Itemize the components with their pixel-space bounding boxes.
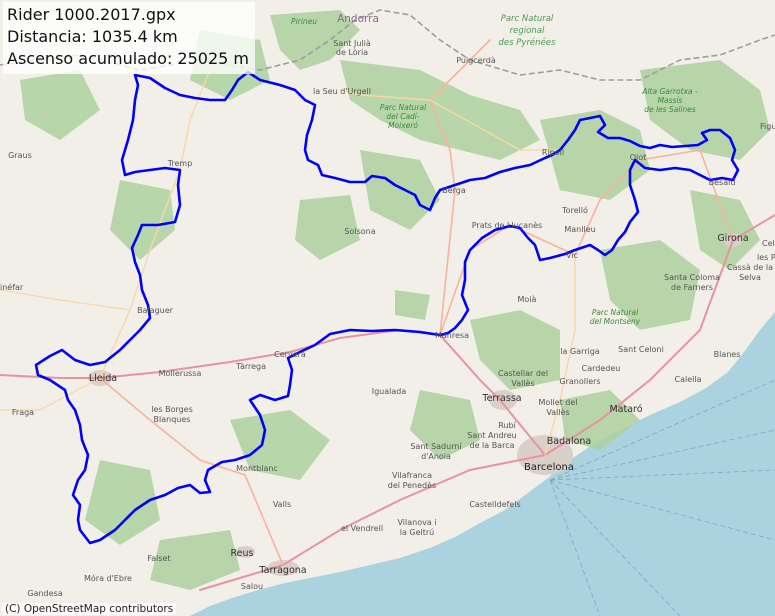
label-fraga: Fraga	[12, 408, 34, 417]
label-prats: Prats de Lluçanès	[472, 220, 542, 230]
route-distance: Distancia: 1035.4 km	[7, 27, 178, 46]
label-garrotxa-1: Alta Garrotxa -	[641, 87, 698, 96]
label-lleida: Lleida	[89, 373, 117, 384]
map-labels: Andorra Pirineu Parc Natural regional de…	[0, 13, 775, 598]
label-tremp: Tremp	[167, 159, 193, 168]
label-region-3: des Pyrénées	[499, 37, 556, 48]
label-cardedeu: Cardedeu	[582, 364, 621, 373]
label-montseny-2: del Montseny	[590, 317, 641, 326]
label-vic: Vic	[566, 251, 578, 260]
label-vilafranca-2: del Penedès	[388, 480, 436, 490]
label-cassa-2: Selva	[739, 273, 761, 282]
label-montblanc: Montblanc	[236, 464, 278, 473]
label-calella: Calella	[675, 375, 702, 384]
label-cadi-2: del Cadí-	[386, 112, 420, 121]
map-attribution: (C) OpenStreetMap contributors	[2, 603, 177, 615]
label-tarrega: Tàrrega	[235, 362, 266, 371]
label-salou: Salou	[241, 582, 263, 591]
label-cervera: Cervera	[274, 350, 306, 359]
label-vendrell: el Vendrell	[341, 524, 383, 533]
label-balaguer: Balaguer	[137, 306, 174, 315]
label-region-1: Parc Natural	[501, 14, 554, 24]
label-pirineu: Pirineu	[291, 17, 317, 26]
label-cassa-1: Cassà de la	[727, 263, 773, 272]
label-castellar-2: Vallès	[511, 378, 534, 388]
label-mataro: Mataró	[609, 404, 642, 415]
label-mollet-2: Vallès	[546, 407, 569, 417]
route-info-box: Rider 1000.2017.gpx Distancia: 1035.4 km…	[3, 2, 255, 74]
label-celra: Celrà	[762, 239, 775, 248]
label-barcelona: Barcelona	[524, 462, 574, 473]
label-sant-julia-1: Sant Julià	[333, 39, 371, 48]
label-sadurni-2: d'Anoia	[421, 452, 451, 461]
label-granollers: Granollers	[559, 377, 600, 386]
label-manlleu: Manlleu	[564, 225, 595, 234]
label-andreu-2: de la Barca	[469, 441, 514, 450]
label-moia: Moià	[518, 295, 537, 304]
label-montseny-1: Parc Natural	[592, 308, 639, 317]
label-puigcerda: Puigcerdà	[456, 56, 496, 65]
label-valls: Valls	[273, 500, 291, 509]
sea-area	[190, 312, 775, 616]
label-besalu: Besalú	[709, 178, 736, 187]
label-ripoll: Ripoll	[542, 148, 564, 157]
label-binefar: inéfar	[0, 282, 24, 292]
label-mora: Móra d'Ebre	[84, 573, 132, 583]
label-vilafranca-1: Vilafranca	[392, 471, 432, 480]
label-badalona: Badalona	[547, 436, 592, 447]
label-borges-1: les Borges	[151, 405, 193, 414]
route-ascent: Ascenso acumulado: 25025 m	[7, 49, 249, 68]
label-tarragona: Tarragona	[258, 565, 306, 576]
label-blanes: Blanes	[714, 350, 741, 359]
label-castellar-1: Castellar del	[498, 369, 548, 378]
label-rubi: Rubí	[498, 421, 516, 430]
label-figueres: Figu	[760, 122, 775, 131]
label-girona: Girona	[717, 233, 748, 244]
label-andreu-1: Sant Andreu	[467, 431, 516, 440]
label-mollerussa: Mollerussa	[159, 369, 202, 378]
label-graus: Graus	[8, 151, 32, 160]
label-sadurni-1: Sant Sadurní	[410, 442, 462, 451]
label-santa-coloma-2: de Farners	[671, 283, 713, 292]
label-garrotxa-2: Massís	[658, 96, 683, 105]
label-torello: Torelló	[561, 205, 588, 215]
label-solsona: Solsona	[344, 227, 375, 236]
label-falset: Falset	[147, 554, 170, 563]
label-cadi-1: Parc Natural	[380, 103, 427, 112]
label-garrotxa-3: de les Salines	[644, 105, 696, 114]
route-filename: Rider 1000.2017.gpx	[7, 5, 176, 24]
label-les-planes: les Pla	[757, 253, 775, 262]
label-vilanova-1: Vilanova i	[397, 518, 436, 527]
ferry-lines	[549, 379, 775, 616]
label-terrassa: Terrassa	[481, 393, 521, 404]
label-mollet-1: Mollet del	[538, 398, 577, 407]
label-cadi-3: Moixeró	[388, 121, 418, 130]
label-sant-celoni: Sant Celoni	[618, 345, 664, 354]
label-gandesa: Gandesa	[27, 589, 62, 598]
label-manresa: Manresa	[435, 331, 469, 340]
label-la-garriga: la Garriga	[560, 347, 600, 356]
label-vilanova-2: la Geltrú	[400, 528, 435, 537]
label-reus: Reus	[231, 548, 254, 559]
label-seu: la Seu d'Urgell	[313, 87, 371, 96]
label-olot: Olot	[630, 153, 647, 162]
label-castelldefels: Castelldefels	[469, 500, 520, 509]
label-berga: Berga	[442, 186, 466, 195]
label-andorra: Andorra	[337, 13, 379, 25]
label-sant-julia-2: de Lòria	[336, 47, 368, 57]
label-santa-coloma-1: Santa Coloma	[664, 273, 720, 282]
label-borges-2: Blanques	[154, 415, 191, 424]
label-igualada: Igualada	[372, 387, 407, 396]
country-border	[0, 9, 775, 81]
label-region-2: regional	[510, 26, 545, 36]
route-track	[34, 70, 740, 545]
